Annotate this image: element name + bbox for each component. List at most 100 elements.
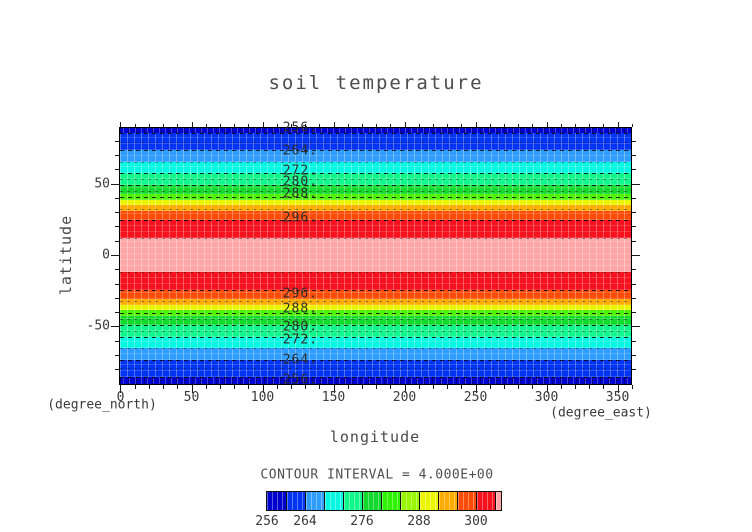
contour-line [120,133,631,135]
x-tick-top [234,124,236,127]
y-axis-title: latitude [57,214,75,296]
x-tick [390,385,392,389]
x-tick-label: 300 [534,390,559,405]
x-tick-top [546,122,548,127]
x-tick [319,385,321,389]
contour-line [120,376,631,378]
contour-line [120,347,631,349]
y-tick-label: -50 [86,318,110,334]
x-tick [617,385,619,393]
contour-line [120,173,631,175]
x-tick [560,385,562,389]
colorbar-segment [286,492,305,510]
contour-band [120,162,631,174]
contour-label: 264. [282,143,319,159]
contour-band [120,237,631,273]
contour-label: 280. [282,319,319,335]
y-tick-right [632,355,636,357]
colorbar-segment [324,492,343,510]
colorbar-segment [495,492,501,510]
contour-line [120,184,631,186]
contour-band [120,219,631,238]
colorbar-segment [400,492,419,510]
contour-line [120,219,631,221]
x-tick-top [248,124,250,127]
contour-band [120,347,631,360]
x-tick [503,385,505,389]
y-tick-right [632,226,636,228]
contour-line [120,162,631,164]
x-tick-top [219,124,221,127]
colorbar-segment [419,492,438,510]
y-tick-right [632,169,636,171]
contour-band [120,376,631,385]
colorbar-segment [438,492,457,510]
y-tick [111,255,119,256]
x-tick [262,385,264,393]
y-tick-right [632,140,636,142]
contour-line [120,336,631,338]
contour-line [120,330,631,332]
x-tick-top [617,122,619,127]
x-tick-top [333,122,335,127]
x-tick [532,385,534,389]
x-tick-top [163,124,165,127]
x-tick-top [205,124,207,127]
x-tick-label: 350 [605,390,630,405]
x-tick-top [361,124,363,127]
x-tick-label: 0 [116,390,125,405]
x-tick [205,385,207,389]
x-tick-top [305,124,307,127]
y-tick [115,212,119,214]
colorbar: 256 264 276 288 300 [255,491,502,529]
colorbar-segment [305,492,324,510]
x-tick-top [262,122,264,127]
contour-line [120,367,631,369]
y-tick-right [632,197,636,199]
contour-band [120,211,631,220]
x-tick-top [418,124,420,127]
x-tick [347,385,349,389]
y-tick-right [632,269,636,271]
x-tick [574,385,576,389]
x-tick-top [489,124,491,127]
y-tick-right [632,326,640,328]
contour-line [120,237,631,239]
y-tick [115,355,119,357]
x-tick [631,385,633,389]
contour-line [120,272,631,274]
x-tick-top [134,124,136,127]
contour-line [120,179,631,181]
y-tick-right [632,340,636,342]
y-tick-right [632,255,640,256]
x-tick [191,385,193,393]
contour-band [120,359,631,377]
contour-label: 288. [282,301,319,317]
contour-band [120,290,631,299]
x-tick [376,385,378,389]
contour-label: 296. [282,286,319,302]
contour-label: 264. [282,352,319,368]
y-tick [115,340,119,342]
x-tick [219,385,221,389]
x-tick [432,385,434,389]
y-tick [115,154,119,156]
x-tick-top [432,124,434,127]
contour-band [120,204,631,212]
x-tick-top [191,122,193,127]
colorbar-segment [476,492,495,510]
x-tick-top [503,124,505,127]
y-tick-label: 0 [102,247,110,263]
x-tick-top [447,124,449,127]
x-tick-label: 150 [321,390,346,405]
y-tick-right [632,283,636,285]
contour-band [120,336,631,348]
x-axis-title: longitude [329,428,421,446]
contour-line [120,301,631,303]
x-tick-top [404,122,406,127]
x-tick-top [390,124,392,127]
x-axis-unit-label: (degree_east) [550,405,652,421]
y-tick-right [632,183,640,185]
colorbar-tick-label: 288 [407,514,431,529]
x-tick [333,385,335,393]
